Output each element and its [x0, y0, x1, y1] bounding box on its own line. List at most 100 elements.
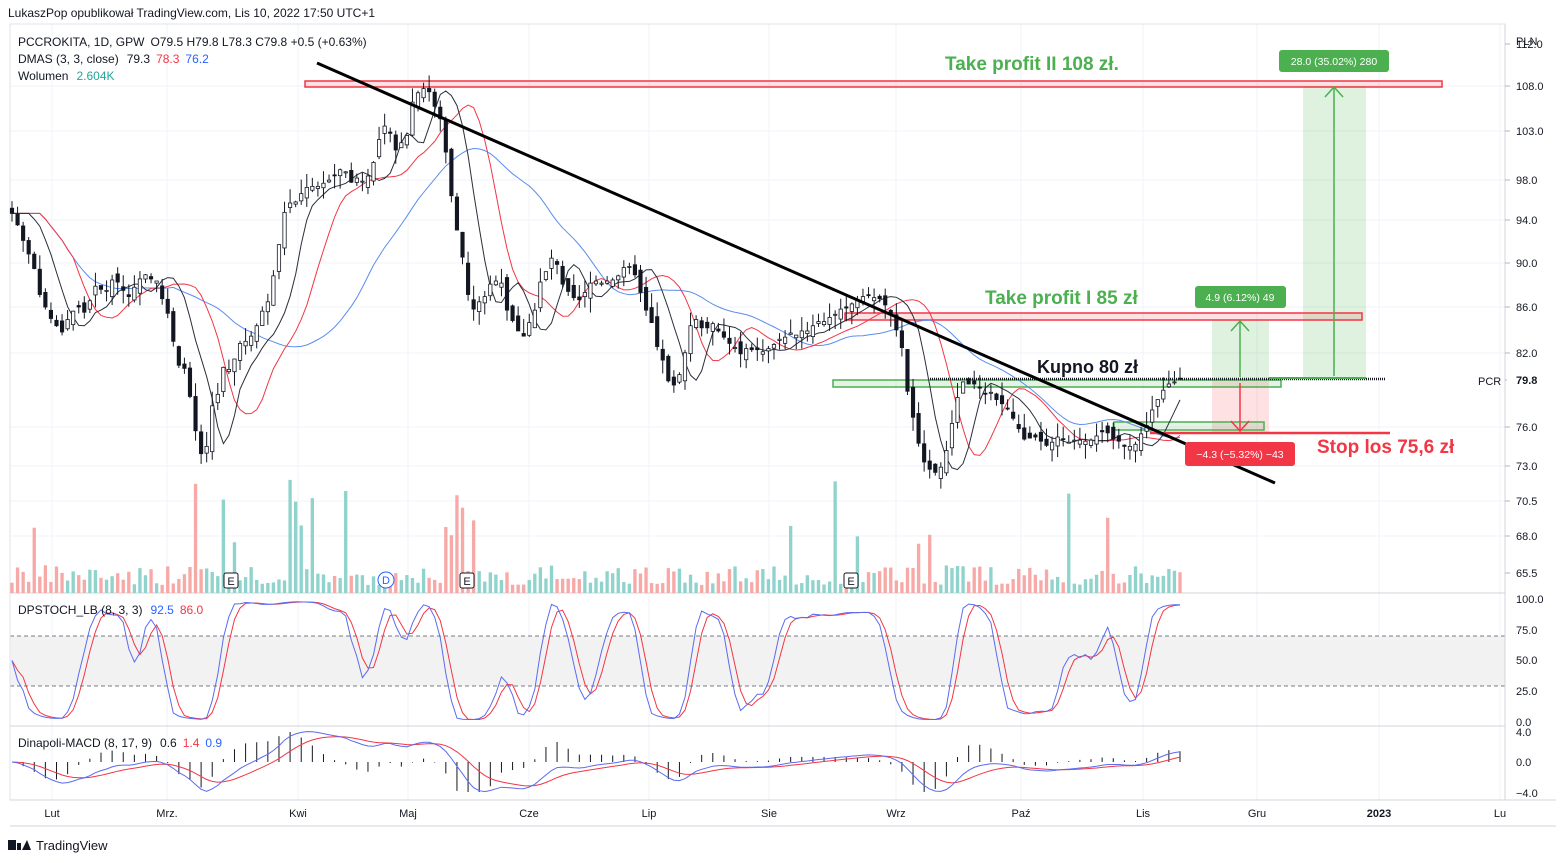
volume-bar [505, 572, 509, 593]
candle-body [788, 332, 793, 335]
candle-body [799, 330, 804, 339]
symbol-info: PCCROKITA, 1D, GPW O79.5 H79.8 L78.3 C79.… [18, 35, 367, 49]
candle-body [143, 274, 148, 280]
volume-bar [1000, 583, 1004, 593]
volume-bar [49, 581, 53, 593]
dividend-marker[interactable]: D [377, 571, 395, 589]
stop-badge[interactable] [1185, 442, 1295, 466]
volume-bar [99, 577, 103, 593]
volume-bar [255, 579, 259, 593]
candle-body [949, 423, 955, 449]
volume-bar [1100, 570, 1104, 593]
tradingview-logo[interactable]: TradingView [8, 838, 108, 853]
price-tick: 94.0 [1516, 215, 1537, 227]
candle-body [382, 125, 387, 134]
volume-bar [538, 567, 543, 593]
candle-body [643, 286, 649, 311]
volume-bar [282, 580, 287, 593]
volume-bar [583, 571, 587, 593]
candle-body [32, 253, 37, 269]
candle-body [510, 305, 515, 321]
volume-bar [827, 581, 832, 593]
tp2-badge[interactable] [1279, 50, 1389, 72]
candle-body [482, 296, 487, 304]
candle-body [521, 333, 526, 337]
tp2-badge-text: 28.0 (35.02%) 280 [1291, 56, 1378, 68]
descending-trendline[interactable] [316, 61, 1276, 485]
candle-body [304, 187, 309, 199]
stoch-legend: DPSTOCH_LB (8, 3, 3) 92.5 86.0 [18, 603, 204, 617]
tp2-label: Take profit II 108 zł. [945, 54, 1119, 75]
candle-body [343, 171, 348, 174]
support-76-box[interactable] [1113, 421, 1265, 431]
macd-tick: 0.0 [1516, 757, 1531, 769]
candle-body [727, 337, 732, 344]
volume-bar [104, 579, 109, 593]
candle-body [1172, 381, 1177, 384]
volume-bar [577, 579, 581, 593]
volume-bar [132, 584, 137, 593]
candle-body [171, 311, 176, 342]
candle-body [1027, 432, 1032, 439]
candle-body [927, 460, 932, 470]
volume-legend: Wolumen 2.604K [18, 69, 115, 83]
volume-bar [277, 579, 281, 593]
volume-bar [1028, 567, 1032, 593]
candle-body [415, 92, 421, 107]
candle-body [827, 317, 832, 325]
volume-bar [572, 578, 576, 593]
time-tick: Gru [1248, 808, 1266, 820]
candle-body [165, 298, 170, 314]
volume-bar [994, 584, 999, 593]
time-tick: Sie [761, 808, 777, 820]
volume-bar [455, 495, 459, 593]
volume-bar [822, 584, 826, 593]
candle-body [43, 291, 48, 308]
volume-bar [1167, 568, 1171, 593]
volume-bar [71, 571, 75, 593]
candle-body [994, 393, 999, 400]
stoch-axis-ticks: 100.0 75.0 50.0 25.0 0.0 [1516, 594, 1544, 729]
volume-bar [683, 582, 687, 593]
volume-bar [154, 583, 159, 593]
volume-bar [249, 567, 253, 593]
publish-info: LukaszPop opublikował TradingView.com, L… [8, 6, 375, 20]
resistance-108-box[interactable] [304, 80, 1443, 88]
earnings-marker-3[interactable]: E [843, 572, 859, 589]
volume-bar [110, 576, 114, 593]
candle-body [543, 271, 549, 280]
tp1-badge[interactable] [1195, 286, 1286, 308]
stop-label: Stop los 75,6 zł [1317, 437, 1455, 458]
earnings-marker-2[interactable]: E [459, 572, 475, 589]
time-tick: Kwi [289, 808, 307, 820]
candle-body [760, 351, 765, 355]
resistance-85-box[interactable] [844, 312, 1363, 321]
candle-body [1122, 444, 1127, 447]
candle-body [1111, 426, 1116, 440]
volume-bar [166, 566, 170, 593]
volume-bar [371, 576, 376, 593]
candle-body [905, 349, 910, 392]
candle-body [504, 277, 510, 311]
price-tick: 112.0 [1516, 39, 1543, 51]
earnings-marker-1[interactable]: E [223, 572, 239, 589]
candle-body [1133, 443, 1138, 452]
volume-bar [516, 584, 520, 593]
candle-body [388, 131, 393, 134]
volume-bar [705, 571, 709, 593]
candle-body [288, 202, 293, 208]
volume-bar [171, 583, 175, 593]
volume-bar [978, 566, 982, 593]
volume-bar [644, 567, 648, 593]
volume-bar [460, 507, 465, 593]
candle-body [104, 289, 109, 292]
volume-bar [360, 575, 365, 593]
entry-label: Kupno 80 zł [1037, 357, 1138, 377]
macd-legend: Dinapoli-MACD (8, 17, 9) 0.6 1.4 0.9 [18, 736, 222, 750]
candle-body [688, 325, 693, 355]
volume-bar [722, 581, 726, 593]
candle-body [805, 330, 810, 334]
volume-bar [1005, 583, 1010, 593]
